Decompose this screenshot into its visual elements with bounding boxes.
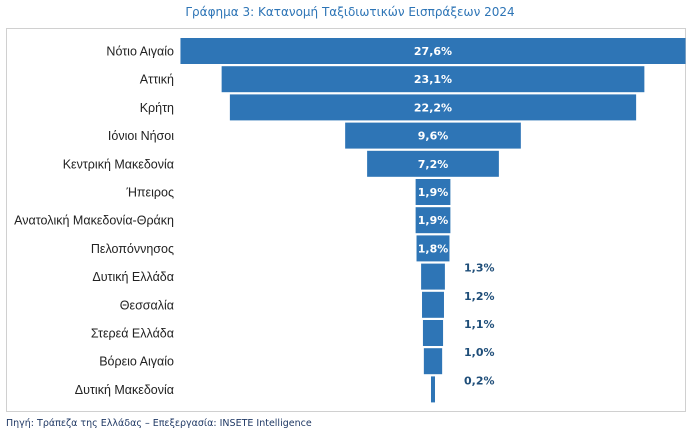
bar-12 [431, 376, 435, 403]
value-label-0: 27,6% [414, 45, 452, 58]
category-label-0: Νότιο Αιγαίο [106, 45, 174, 59]
value-label-2: 22,2% [414, 101, 452, 114]
bar-3 [345, 122, 521, 149]
chart-frame [6, 28, 686, 412]
value-label-5: 1,9% [418, 186, 449, 199]
value-label-10: 1,1% [464, 318, 495, 331]
value-label-9: 1,2% [464, 290, 495, 303]
category-label-2: Κρήτη [140, 101, 174, 115]
value-label-11: 1,0% [464, 346, 495, 359]
bar-4 [367, 150, 499, 177]
value-label-8: 1,3% [464, 262, 495, 275]
category-label-6: Ανατολική Μακεδονία-Θράκη [14, 214, 174, 228]
value-label-12: 0,2% [464, 374, 495, 387]
category-label-9: Θεσσαλία [120, 298, 174, 312]
chart-title: Γράφημα 3: Κατανομή Ταξιδιωτικών Εισπράξ… [185, 5, 515, 19]
category-label-8: Δυτική Ελλάδα [92, 270, 174, 284]
bar-8 [421, 263, 445, 290]
bar-7 [416, 235, 450, 262]
category-label-12: Δυτική Μακεδονία [75, 383, 174, 397]
category-label-11: Βόρειο Αιγαίο [99, 355, 174, 369]
bar-10 [422, 320, 444, 346]
bar-11 [423, 348, 443, 375]
bar-5 [415, 179, 451, 205]
value-label-3: 9,6% [418, 130, 449, 143]
value-label-7: 1,8% [418, 242, 449, 255]
bar-9 [422, 291, 444, 318]
bar-1 [221, 66, 645, 93]
source-note: Πηγή: Τράπεζα της Ελλάδας – Επεξεργασία:… [6, 418, 312, 429]
value-label-4: 7,2% [418, 158, 449, 171]
category-label-1: Αττική [140, 73, 174, 87]
value-label-6: 1,9% [418, 214, 449, 227]
bar-6 [415, 207, 451, 234]
value-label-1: 23,1% [414, 73, 452, 86]
category-label-10: Στερεά Ελλάδα [91, 327, 174, 341]
category-label-4: Κεντρική Μακεδονία [63, 157, 174, 171]
category-label-7: Πελοπόννησος [91, 242, 174, 256]
bar-2 [229, 94, 637, 121]
category-label-5: Ήπειρος [125, 186, 174, 200]
category-label-3: Ιόνιοι Νήσοι [108, 129, 174, 143]
bar-0 [180, 38, 686, 64]
